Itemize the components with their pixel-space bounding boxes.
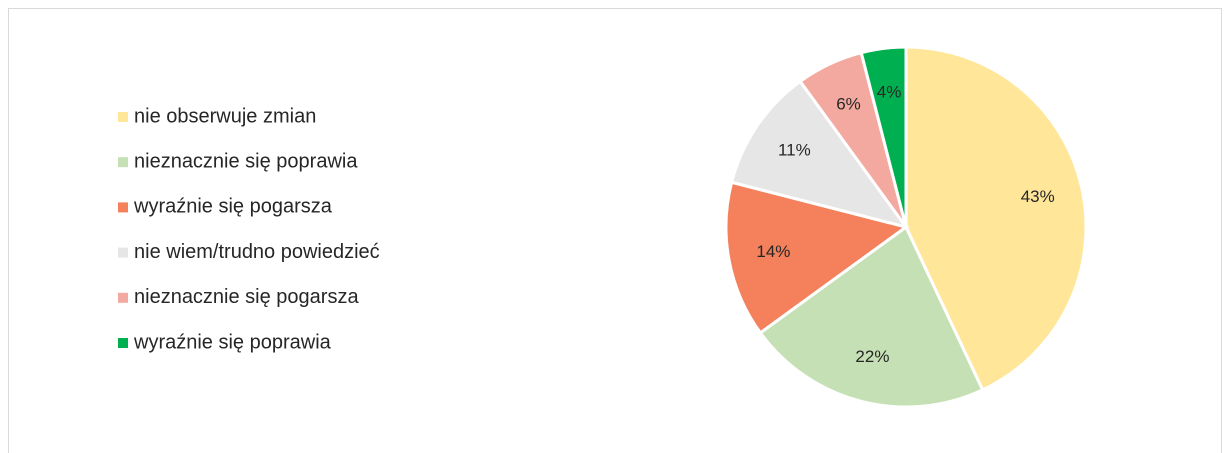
legend-label: nieznacznie się poprawia <box>134 150 358 172</box>
pie-slice <box>904 45 1088 392</box>
data-label: 4% <box>877 83 902 102</box>
legend-swatch <box>118 157 128 168</box>
legend-swatch <box>118 247 128 258</box>
data-label: 6% <box>836 94 861 113</box>
pie-slice <box>724 180 910 335</box>
data-label: 22% <box>855 347 889 366</box>
pie-slice <box>758 224 985 409</box>
legend-swatch <box>118 112 128 122</box>
data-label: 14% <box>756 242 790 261</box>
legend-swatch <box>118 338 128 348</box>
legend-label: nieznacznie się pogarsza <box>134 286 359 308</box>
chart-frame <box>8 8 1222 453</box>
data-label: 43% <box>1021 187 1055 206</box>
legend-swatch <box>118 292 128 303</box>
data-label: 11% <box>778 141 811 160</box>
legend-label: nie obserwuje zmian <box>134 105 316 127</box>
legend-label: wyraźnie się pogarsza <box>133 196 333 218</box>
legend-label: wyraźnie się poprawia <box>133 331 332 353</box>
legend-swatch <box>118 202 128 213</box>
legend-label: nie wiem/trudno powiedzieć <box>134 241 380 263</box>
pie-slice <box>859 45 908 228</box>
pie-slice <box>729 79 910 230</box>
